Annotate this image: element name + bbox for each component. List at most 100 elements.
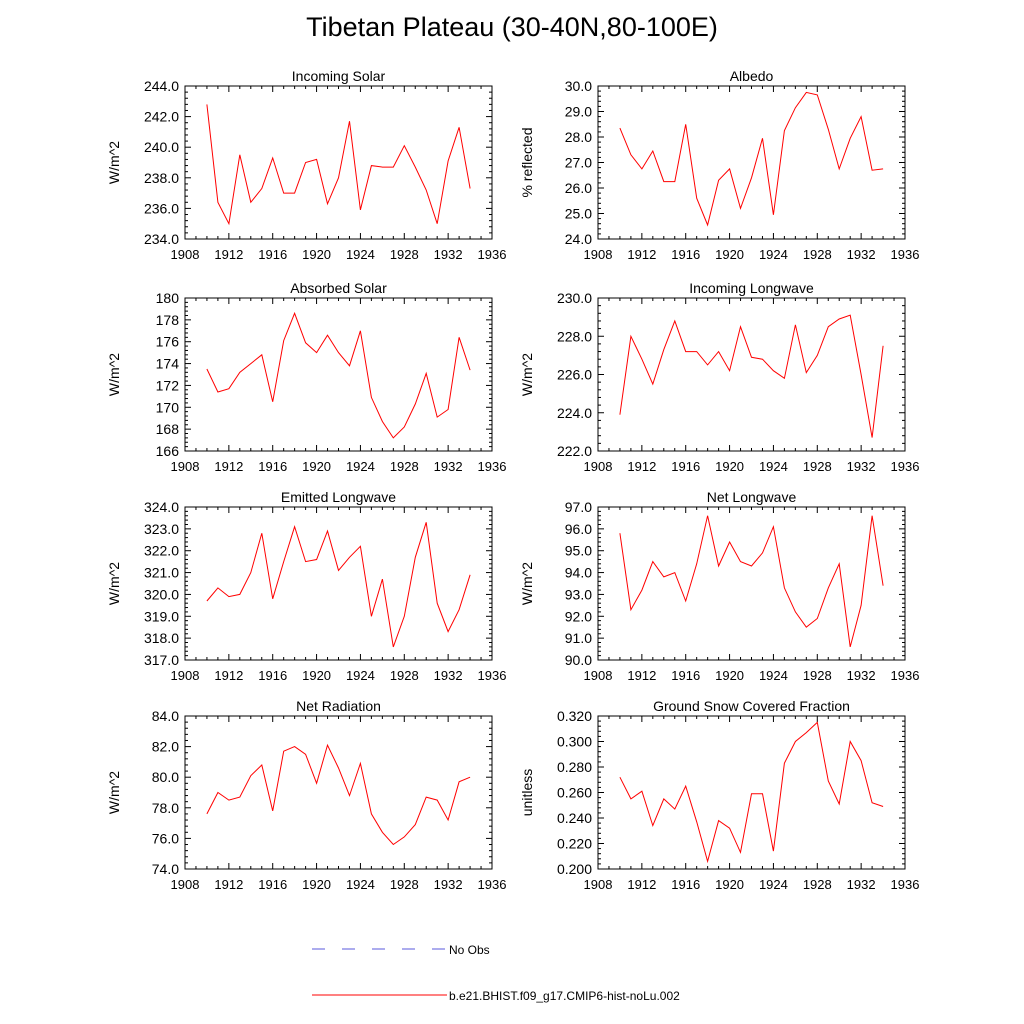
series-line — [206, 522, 471, 648]
x-tick-label: 1908 — [171, 247, 200, 262]
x-tick-label: 1920 — [715, 877, 744, 892]
y-tick-label: 236.0 — [144, 200, 179, 216]
x-tick-label: 1928 — [803, 668, 832, 683]
x-tick-label: 1924 — [759, 668, 788, 683]
series-line — [206, 743, 471, 846]
series-line — [206, 311, 471, 439]
x-tick-label: 1916 — [258, 247, 287, 262]
y-tick-label: 26.0 — [565, 180, 592, 196]
series-line — [619, 515, 884, 648]
x-tick-label: 1912 — [214, 877, 243, 892]
x-tick-label: 1920 — [715, 459, 744, 474]
panel-title: Emitted Longwave — [281, 489, 396, 505]
x-tick-label: 1908 — [171, 877, 200, 892]
y-tick-label: 318.0 — [144, 630, 179, 646]
panel-title: Net Longwave — [707, 489, 797, 505]
y-tick-label: 176 — [156, 334, 180, 350]
y-tick-label: 28.0 — [565, 129, 592, 145]
x-tick-label: 1924 — [759, 247, 788, 262]
y-axis-label: W/m^2 — [519, 353, 535, 396]
x-tick-label: 1912 — [627, 247, 656, 262]
x-tick-label: 1936 — [891, 247, 920, 262]
x-tick-label: 1936 — [478, 247, 507, 262]
y-axis-label: W/m^2 — [106, 562, 122, 605]
x-tick-label: 1920 — [302, 877, 331, 892]
plot-frame — [184, 715, 493, 870]
y-tick-label: 0.280 — [557, 759, 592, 775]
y-tick-label: 172 — [156, 377, 180, 393]
x-tick-label: 1916 — [671, 668, 700, 683]
y-tick-label: 96.0 — [565, 521, 592, 537]
y-tick-label: 78.0 — [152, 800, 179, 816]
panel-5: 1908 1912 1916 1920 1924 1928 1932 1936 90.0 91.0… — [519, 489, 919, 683]
panel-4: 1908 1912 1916 1920 1924 1928 1932 1936 317.0 318… — [106, 489, 506, 683]
y-tick-label: 226.0 — [557, 367, 592, 383]
y-tick-label: 91.0 — [565, 630, 592, 646]
x-tick-label: 1916 — [258, 877, 287, 892]
legend-label-1: b.e21.BHIST.f09_g17.CMIP6-hist-noLu.002 — [449, 989, 680, 1003]
y-tick-label: 0.200 — [557, 861, 592, 877]
x-tick-label: 1908 — [584, 459, 613, 474]
x-tick-label: 1920 — [302, 668, 331, 683]
x-tick-label: 1928 — [803, 247, 832, 262]
y-tick-label: 240.0 — [144, 139, 179, 155]
x-tick-label: 1912 — [214, 668, 243, 683]
panel-title: Ground Snow Covered Fraction — [653, 698, 850, 714]
y-tick-label: 324.0 — [144, 499, 179, 515]
x-tick-label: 1924 — [759, 877, 788, 892]
y-tick-label: 317.0 — [144, 652, 179, 668]
x-tick-label: 1924 — [346, 877, 375, 892]
plot-frame — [184, 85, 493, 240]
y-axis-label: W/m^2 — [106, 141, 122, 184]
series-line — [619, 91, 884, 227]
y-tick-label: 319.0 — [144, 608, 179, 624]
panel-title: Albedo — [730, 68, 774, 84]
x-tick-label: 1924 — [346, 247, 375, 262]
panel-1: 1908 1912 1916 1920 1924 1928 1932 1936 24.0 25.0… — [519, 68, 919, 262]
y-tick-label: 322.0 — [144, 543, 179, 559]
y-tick-label: 93.0 — [565, 586, 592, 602]
x-tick-label: 1932 — [434, 668, 463, 683]
x-tick-label: 1936 — [478, 668, 507, 683]
y-tick-label: 27.0 — [565, 155, 592, 171]
plot-frame — [597, 85, 906, 240]
panel-title: Absorbed Solar — [290, 280, 387, 296]
x-tick-label: 1936 — [478, 877, 507, 892]
x-tick-label: 1936 — [478, 459, 507, 474]
x-tick-label: 1928 — [390, 459, 419, 474]
panel-3: 1908 1912 1916 1920 1924 1928 1932 1936 222.0 224… — [519, 280, 919, 474]
y-tick-label: 0.220 — [557, 836, 592, 852]
y-tick-label: 321.0 — [144, 565, 179, 581]
x-tick-label: 1936 — [891, 459, 920, 474]
y-tick-label: 230.0 — [557, 290, 592, 306]
y-tick-label: 0.240 — [557, 810, 592, 826]
x-tick-label: 1916 — [671, 877, 700, 892]
y-axis-label: W/m^2 — [106, 353, 122, 396]
y-tick-label: 178 — [156, 312, 180, 328]
y-tick-label: 84.0 — [152, 708, 179, 724]
legend: No Obs b.e21.BHIST.f09_g17.CMIP6-hist-noL… — [312, 943, 680, 1003]
y-tick-label: 224.0 — [557, 405, 592, 421]
x-tick-label: 1932 — [434, 877, 463, 892]
x-tick-label: 1920 — [715, 247, 744, 262]
x-tick-label: 1936 — [891, 668, 920, 683]
panel-title: Incoming Longwave — [689, 280, 814, 296]
x-tick-label: 1936 — [891, 877, 920, 892]
y-axis-label: % reflected — [519, 127, 535, 197]
plot-frame — [597, 715, 906, 870]
y-axis-label: W/m^2 — [106, 771, 122, 814]
y-axis-label: unitless — [519, 769, 535, 816]
panel-0: 1908 1912 1916 1920 1924 1928 1932 1936 234.0 236… — [106, 68, 506, 262]
x-tick-label: 1932 — [847, 668, 876, 683]
y-tick-label: 174 — [156, 356, 180, 372]
x-tick-label: 1920 — [302, 247, 331, 262]
panel-title: Net Radiation — [296, 698, 381, 714]
x-tick-label: 1928 — [803, 877, 832, 892]
x-tick-label: 1920 — [715, 668, 744, 683]
x-tick-label: 1924 — [759, 459, 788, 474]
y-tick-label: 166 — [156, 443, 180, 459]
y-tick-label: 244.0 — [144, 78, 179, 94]
panel-6: 1908 1912 1916 1920 1924 1928 1932 1936 74.0 76.0… — [106, 698, 506, 892]
